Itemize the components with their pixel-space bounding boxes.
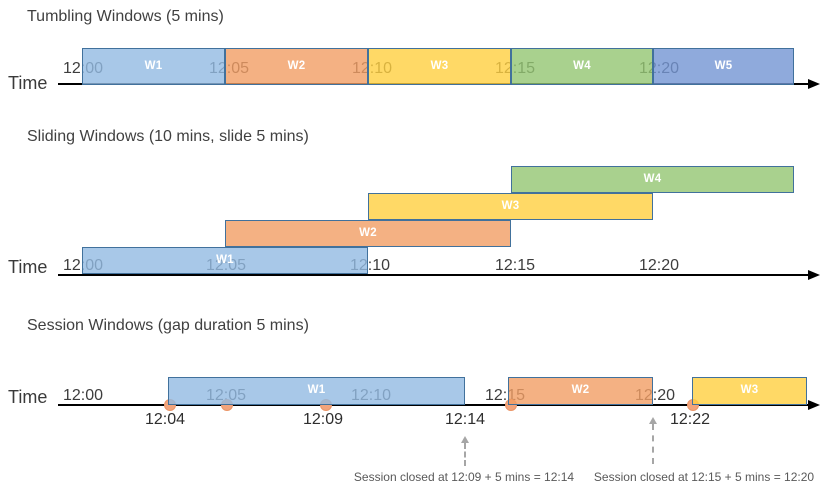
window-box-sliding-w1: W1 xyxy=(82,247,368,274)
time-axis-label-sliding: Time xyxy=(8,257,48,277)
axis-tick-label-session: 12:00 xyxy=(62,387,104,404)
axis-tick-label-sliding: 12:15 xyxy=(494,257,536,274)
window-label: W2 xyxy=(571,384,590,397)
window-label: W3 xyxy=(430,59,449,72)
timeline-arrowhead-icon-session xyxy=(808,400,820,410)
window-box-sliding-w2: W2 xyxy=(225,220,511,247)
session-close-arrow xyxy=(649,417,657,464)
window-box-session-w1: W1 xyxy=(168,377,465,405)
timeline-arrowhead-icon-sliding xyxy=(808,270,820,280)
arrow-up-icon xyxy=(649,417,657,424)
session-close-annotation: Session closed at 12:09 + 5 mins = 12:14 xyxy=(353,470,575,484)
timeline-session xyxy=(58,404,808,406)
arrow-up-icon xyxy=(461,436,469,443)
window-label: W5 xyxy=(714,59,733,72)
section-title-sliding: Sliding Windows (10 mins, slide 5 mins) xyxy=(27,128,309,145)
event-time-label: 12:09 xyxy=(302,411,344,428)
timeline-sliding xyxy=(58,274,808,276)
session-close-arrow xyxy=(461,436,469,466)
window-label: W2 xyxy=(359,226,377,239)
axis-tick-label-sliding: 12:20 xyxy=(638,257,680,274)
window-box-tumbling-w5: W5 xyxy=(653,48,794,85)
window-label: W1 xyxy=(216,253,234,266)
window-box-tumbling-w2: W2 xyxy=(225,48,368,85)
window-box-tumbling-w1: W1 xyxy=(82,48,225,85)
time-axis-label-tumbling: Time xyxy=(8,73,48,93)
window-box-tumbling-w3: W3 xyxy=(368,48,511,85)
arrow-stem xyxy=(464,443,466,466)
window-box-session-w3: W3 xyxy=(692,377,807,405)
window-box-session-w2: W2 xyxy=(508,377,653,405)
event-time-label: 12:22 xyxy=(669,411,711,428)
window-box-sliding-w3: W3 xyxy=(368,193,653,220)
window-box-sliding-w4: W4 xyxy=(511,166,794,193)
section-title-session: Session Windows (gap duration 5 mins) xyxy=(27,317,309,334)
arrow-stem xyxy=(652,424,654,464)
window-label: W2 xyxy=(287,59,306,72)
window-label: W4 xyxy=(643,172,662,185)
time-axis-label-session: Time xyxy=(8,387,48,407)
window-label: W1 xyxy=(144,59,163,72)
window-label: W3 xyxy=(740,384,759,397)
window-label: W4 xyxy=(573,59,591,72)
window-box-tumbling-w4: W4 xyxy=(511,48,653,85)
window-label: W3 xyxy=(501,199,520,212)
session-close-annotation: Session closed at 12:15 + 5 mins = 12:20 xyxy=(593,470,815,484)
timeline-arrowhead-icon-tumbling xyxy=(808,79,820,89)
window-label: W1 xyxy=(307,384,326,397)
event-time-label: 12:14 xyxy=(444,411,486,428)
section-title-tumbling: Tumbling Windows (5 mins) xyxy=(27,8,224,25)
event-time-label: 12:04 xyxy=(144,411,186,428)
